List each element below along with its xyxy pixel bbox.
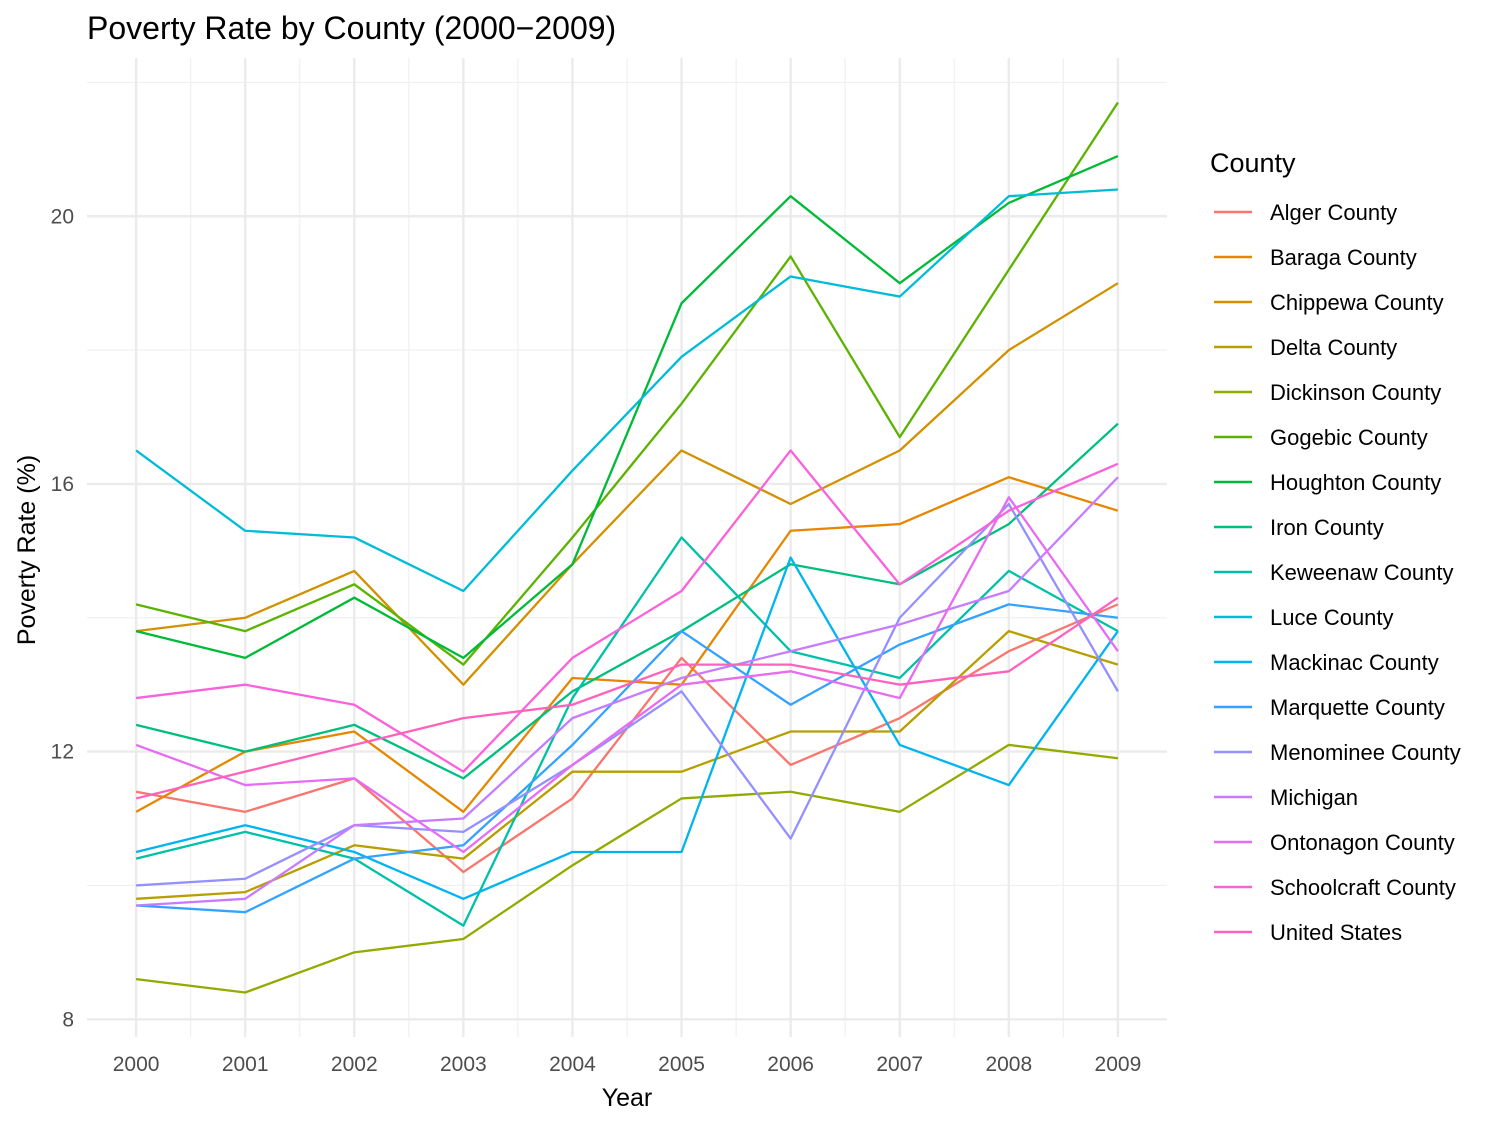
series-line-marquette-county xyxy=(136,603,1119,914)
x-tick-label: 2000 xyxy=(113,1053,160,1076)
x-axis-title: Year xyxy=(602,1084,653,1112)
legend-label: Menominee County xyxy=(1270,740,1461,765)
legend-label: Gogebic County xyxy=(1270,425,1428,450)
legend-item-delta-county: Delta County xyxy=(1214,335,1397,360)
legend-label: Alger County xyxy=(1270,200,1397,225)
y-axis-ticks: 8 12 16 20 xyxy=(51,205,74,1031)
legend-title: County xyxy=(1210,148,1296,178)
legend-item-dickinson-county: Dickinson County xyxy=(1214,380,1441,405)
legend-item-keweenaw-county: Keweenaw County xyxy=(1214,560,1453,585)
x-tick-label: 2006 xyxy=(767,1053,814,1076)
legend-label: Marquette County xyxy=(1270,695,1445,720)
legend-label: Houghton County xyxy=(1270,470,1441,495)
series-line-iron-county xyxy=(135,422,1119,780)
x-tick-label: 2007 xyxy=(876,1053,923,1076)
series-line-baraga-county xyxy=(135,476,1119,813)
legend-label: Dickinson County xyxy=(1270,380,1441,405)
series-line-dickinson-county xyxy=(135,743,1119,994)
x-axis-ticks: 2000 2001 2002 2003 2004 2005 2006 2007 2008 2009 xyxy=(113,1053,1142,1076)
legend-label: United States xyxy=(1270,920,1402,945)
series-line-houghton-county xyxy=(135,154,1119,660)
series-line-mackinac-county xyxy=(135,556,1119,900)
series-line-luce-county xyxy=(135,188,1118,593)
legend-label: Keweenaw County xyxy=(1270,560,1453,585)
legend-label: Iron County xyxy=(1270,515,1384,540)
legend-item-houghton-county: Houghton County xyxy=(1214,470,1441,495)
legend-label: Ontonagon County xyxy=(1270,830,1455,855)
legend-label: Chippewa County xyxy=(1270,290,1444,315)
legend-item-michigan: Michigan xyxy=(1214,785,1358,810)
y-tick-label: 16 xyxy=(51,473,74,496)
series-line-schoolcraft-county xyxy=(135,449,1119,773)
legend-label: Luce County xyxy=(1270,605,1394,630)
series-line-ontonagon-county xyxy=(135,496,1119,854)
legend-label: Mackinac County xyxy=(1270,650,1439,675)
legend-item-luce-county: Luce County xyxy=(1214,605,1394,630)
y-tick-label: 8 xyxy=(62,1008,74,1031)
legend-item-iron-county: Iron County xyxy=(1214,515,1384,540)
series-line-chippewa-county xyxy=(135,282,1119,686)
legend-label: Michigan xyxy=(1270,785,1358,810)
legend-item-alger-county: Alger County xyxy=(1214,200,1397,225)
chart-title: Poverty Rate by County (2000−2009) xyxy=(87,10,616,46)
y-tick-label: 12 xyxy=(51,741,74,764)
gridlines xyxy=(87,58,1167,1037)
y-axis-title: Poverty Rate (%) xyxy=(13,455,41,645)
legend-label: Delta County xyxy=(1270,335,1397,360)
y-tick-label: 20 xyxy=(51,205,74,228)
series-lines xyxy=(135,101,1119,994)
x-tick-label: 2008 xyxy=(985,1053,1032,1076)
x-tick-label: 2009 xyxy=(1095,1053,1142,1076)
legend-item-ontonagon-county: Ontonagon County xyxy=(1214,830,1455,855)
series-line-menominee-county xyxy=(136,502,1119,887)
legend-label: Baraga County xyxy=(1270,245,1417,270)
x-tick-label: 2004 xyxy=(549,1053,596,1076)
legend-item-menominee-county: Menominee County xyxy=(1214,740,1461,765)
series-line-united-states xyxy=(135,596,1119,800)
legend-item-united-states: United States xyxy=(1214,920,1402,945)
x-tick-label: 2001 xyxy=(222,1053,269,1076)
x-tick-label: 2003 xyxy=(440,1053,487,1076)
series-line-michigan xyxy=(136,476,1119,907)
legend-item-gogebic-county: Gogebic County xyxy=(1214,425,1428,450)
legend-item-chippewa-county: Chippewa County xyxy=(1214,290,1444,315)
legend-item-marquette-county: Marquette County xyxy=(1214,695,1445,720)
legend-item-mackinac-county: Mackinac County xyxy=(1214,650,1439,675)
legend-label: Schoolcraft County xyxy=(1270,875,1456,900)
legend-item-schoolcraft-county: Schoolcraft County xyxy=(1214,875,1456,900)
legend: Alger County Baraga County Chippewa County… xyxy=(1214,200,1461,945)
x-tick-label: 2002 xyxy=(331,1053,378,1076)
x-tick-label: 2005 xyxy=(658,1053,705,1076)
legend-item-baraga-county: Baraga County xyxy=(1214,245,1417,270)
series-line-delta-county xyxy=(136,629,1119,900)
series-line-gogebic-county xyxy=(135,101,1119,666)
